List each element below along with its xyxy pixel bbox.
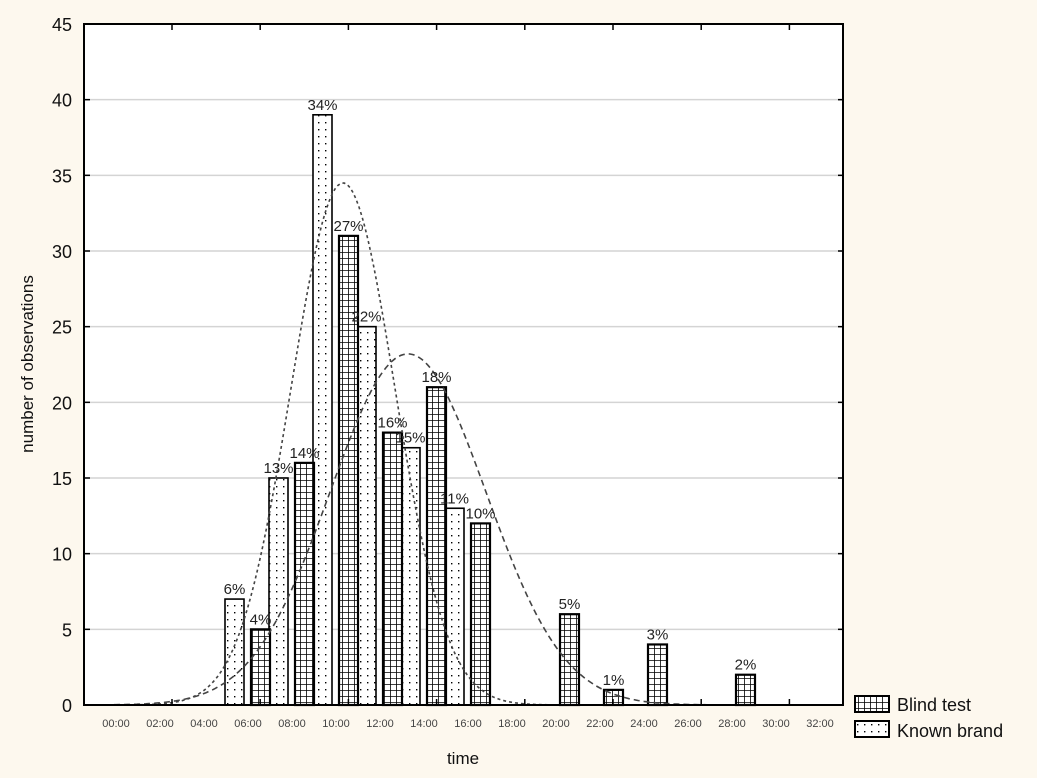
y-axis-tick-labels: 0 5 10 15 20 25 30 35 40 45 [52, 15, 72, 716]
bar-percent-label: 27% [333, 218, 363, 235]
bar-blind-test [558, 613, 581, 707]
x-tick-label: 22:00 [586, 718, 614, 730]
x-tick-label: 08:00 [278, 718, 306, 730]
x-tick-label: 32:00 [806, 718, 834, 730]
y-tick-label: 25 [52, 318, 72, 338]
x-tick-label: 18:00 [498, 718, 526, 730]
bar-labels: 6% 13% 34% 22% 15% 11% 4% 14% 27% 16% 18% 10% 5% 1% 3%… [224, 97, 757, 689]
bar-blind-test [381, 431, 404, 707]
bar-percent-label: 3% [647, 626, 669, 643]
legend-label-known-brand: Known brand [897, 721, 1003, 741]
x-axis-tick-labels: 00:00 02:00 04:00 06:00 08:00 10:00 12:00 14:00… [102, 718, 834, 730]
y-tick-label: 40 [52, 91, 72, 111]
y-tick-label: 45 [52, 15, 72, 35]
bar-known-brand [224, 598, 245, 706]
x-axis-title: time [447, 749, 479, 768]
x-tick-label: 02:00 [146, 718, 174, 730]
bar-blind-test [337, 234, 360, 707]
y-tick-label: 10 [52, 545, 72, 565]
x-tick-label: 12:00 [366, 718, 394, 730]
known-brand-swatch-icon [854, 720, 890, 738]
bar-blind-test [646, 643, 669, 707]
bar-percent-label: 34% [307, 97, 337, 114]
blind-test-swatch-icon [854, 695, 890, 713]
axis-ticks [84, 23, 843, 706]
x-tick-label: 20:00 [542, 718, 570, 730]
bar-known-brand [356, 325, 377, 706]
bar-blind-test [293, 461, 316, 707]
bar-blind-test [734, 673, 757, 707]
legend-item-blind-test[interactable]: Blind test [854, 695, 971, 715]
y-tick-label: 15 [52, 469, 72, 489]
bar-known-brand [400, 446, 421, 706]
bar-percent-label: 11% [440, 490, 469, 507]
x-tick-label: 28:00 [718, 718, 746, 730]
bar-known-brand [312, 114, 333, 706]
bar-blind-test [469, 522, 492, 707]
y-tick-label: 35 [52, 166, 72, 186]
bar-percent-label: 18% [421, 369, 451, 386]
y-tick-label: 20 [52, 393, 72, 413]
bar-percent-label: 4% [250, 611, 272, 628]
bar-percent-label: 13% [263, 460, 293, 477]
y-tick-label: 30 [52, 242, 72, 262]
bar-percent-label: 5% [559, 596, 581, 613]
bar-percent-label: 10% [465, 505, 495, 522]
bar-percent-label: 14% [289, 445, 319, 462]
bar-percent-label: 15% [395, 430, 425, 447]
x-tick-label: 16:00 [454, 718, 482, 730]
legend-item-known-brand[interactable]: Known brand [854, 720, 1003, 741]
bar-known-brand [444, 507, 465, 706]
x-tick-label: 30:00 [762, 718, 790, 730]
plot-frame [83, 23, 844, 706]
x-tick-label: 24:00 [630, 718, 658, 730]
bar-percent-label: 22% [351, 309, 381, 326]
x-tick-label: 06:00 [234, 718, 262, 730]
bar-known-brand [268, 477, 289, 706]
legend-label-blind-test: Blind test [897, 695, 971, 715]
bar-blind-test [249, 628, 272, 707]
bar-percent-label: 1% [603, 672, 625, 689]
y-tick-label: 0 [62, 696, 72, 716]
x-tick-label: 14:00 [410, 718, 438, 730]
x-tick-label: 04:00 [190, 718, 218, 730]
y-tick-label: 5 [62, 620, 72, 640]
bar-percent-label: 2% [735, 657, 757, 674]
x-tick-label: 26:00 [674, 718, 702, 730]
legend: Blind test Known brand [854, 695, 1003, 741]
x-tick-label: 00:00 [102, 718, 130, 730]
bar-percent-label: 6% [224, 581, 246, 598]
bar-blind-test [425, 386, 448, 707]
y-axis-title: number of observations [18, 275, 37, 453]
bar-percent-label: 16% [377, 415, 407, 432]
x-tick-label: 10:00 [322, 718, 350, 730]
